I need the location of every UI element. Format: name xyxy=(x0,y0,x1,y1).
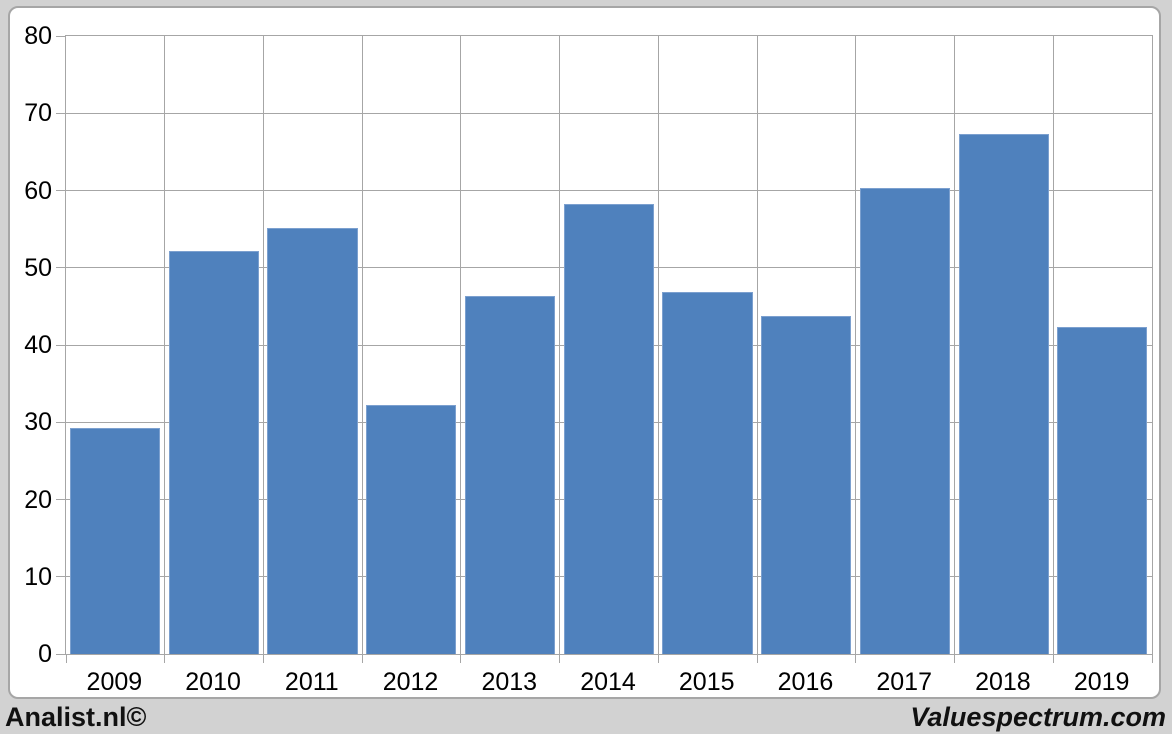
x-axis-tick xyxy=(954,655,956,663)
x-axis-tick xyxy=(65,655,67,663)
x-axis-tick xyxy=(1052,655,1054,663)
bar-2017 xyxy=(859,188,951,654)
y-axis-tick xyxy=(56,267,66,269)
vertical-gridline xyxy=(855,36,857,654)
bar-2016 xyxy=(761,315,852,654)
plot-area xyxy=(56,35,1153,663)
x-axis-label-2014: 2014 xyxy=(580,668,636,696)
y-axis-tick xyxy=(56,190,66,191)
y-axis-label-0: 0 xyxy=(38,640,52,668)
x-axis-label-2013: 2013 xyxy=(481,668,538,696)
vertical-gridline xyxy=(559,36,561,654)
vertical-gridline xyxy=(1052,36,1054,654)
bar-2019 xyxy=(1057,327,1148,654)
branding-footer: Analist.nl© Valuespectrum.com xyxy=(0,699,1172,734)
x-axis-label-2019: 2019 xyxy=(1073,668,1130,696)
y-axis-label-50: 50 xyxy=(24,253,52,282)
branding-analist: Analist.nl© xyxy=(5,702,147,732)
x-axis-tick xyxy=(361,655,363,663)
bar-2015 xyxy=(662,291,753,654)
x-axis-tick xyxy=(164,655,166,663)
vertical-gridline xyxy=(361,36,363,654)
y-axis-label-20: 20 xyxy=(24,485,52,514)
x-axis-label-2010: 2010 xyxy=(185,668,241,696)
y-axis-label-30: 30 xyxy=(24,408,52,437)
x-axis-tick xyxy=(756,655,758,663)
x-axis-tick xyxy=(1151,655,1153,663)
x-axis-tick xyxy=(559,655,561,663)
y-axis-tick xyxy=(56,653,66,655)
bar-2012 xyxy=(366,405,457,654)
bar-2018 xyxy=(958,134,1049,654)
bar-2014 xyxy=(563,203,654,654)
x-axis-tick xyxy=(262,655,264,663)
x-axis-tick xyxy=(855,655,857,663)
y-axis-tick xyxy=(56,112,66,114)
x-axis-tick xyxy=(657,655,659,663)
x-axis-label-2016: 2016 xyxy=(777,668,834,696)
y-axis-tick xyxy=(56,499,66,500)
x-axis-tick xyxy=(460,655,462,663)
vertical-gridline xyxy=(756,36,758,654)
x-axis-label-2012: 2012 xyxy=(382,668,439,696)
y-axis-label-80: 80 xyxy=(24,22,52,50)
y-axis-label-60: 60 xyxy=(24,176,52,205)
bar-2009 xyxy=(70,428,161,654)
x-axis-label-2017: 2017 xyxy=(876,668,932,696)
vertical-gridline xyxy=(262,36,264,654)
horizontal-gridline xyxy=(66,190,1152,191)
x-axis-label-2015: 2015 xyxy=(678,668,735,696)
horizontal-gridline xyxy=(66,112,1152,114)
vertical-gridline xyxy=(657,36,659,654)
vertical-gridline xyxy=(460,36,462,654)
y-axis-label-70: 70 xyxy=(24,99,52,128)
branding-valuespectrum: Valuespectrum.com xyxy=(910,702,1166,732)
y-axis-tick xyxy=(56,421,66,423)
x-axis-label-2009: 2009 xyxy=(86,668,143,696)
chart-frame: 80 70 60 50 40 30 20 10 0 2009 2010 2011 2012 2013 20… xyxy=(8,6,1161,699)
bar-2010 xyxy=(168,250,259,654)
bar-2013 xyxy=(464,296,556,654)
bar-2011 xyxy=(267,227,358,654)
y-axis-label-10: 10 xyxy=(24,562,52,591)
y-axis-tick xyxy=(56,344,66,346)
x-axis-label-2018: 2018 xyxy=(975,668,1031,696)
x-axis-label-2011: 2011 xyxy=(284,668,339,696)
y-axis-label-40: 40 xyxy=(24,331,52,359)
vertical-gridline xyxy=(954,36,956,654)
y-axis-tick xyxy=(56,35,66,37)
vertical-gridline xyxy=(164,36,166,654)
y-axis-tick xyxy=(56,576,66,578)
